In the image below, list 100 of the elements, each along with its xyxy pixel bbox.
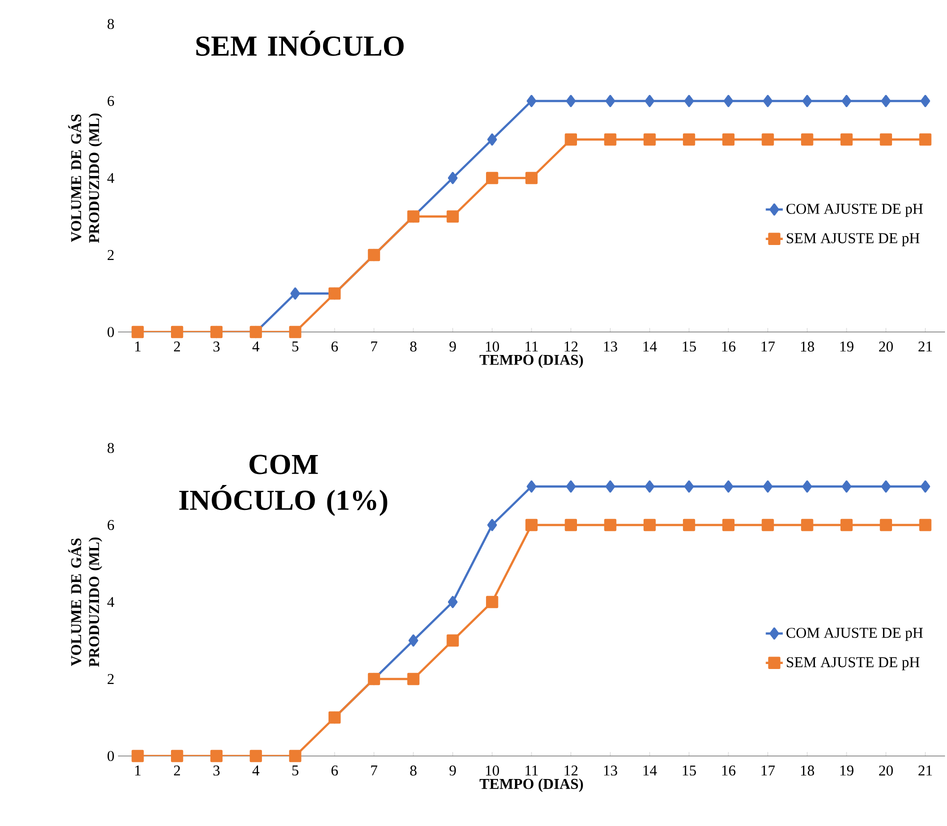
y-tick-label: 8 — [108, 18, 114, 30]
point — [446, 210, 459, 223]
x-tick-label: 18 — [801, 766, 814, 776]
legend-label: COM AJUSTE DE pH — [786, 204, 923, 217]
legend-label: SEM AJUSTE DE pH — [786, 657, 920, 670]
x-tick-label: 6 — [332, 342, 338, 352]
x-tick-label: 13 — [604, 342, 618, 352]
point — [762, 133, 774, 146]
point — [644, 518, 656, 532]
chart-title: SEM INÓCULO — [196, 30, 404, 56]
point — [564, 133, 577, 146]
point — [566, 480, 576, 493]
y-axis-title: VOLUME DE GÁS PRODUZIDO (ML) — [68, 114, 102, 243]
point — [684, 480, 694, 493]
legend-label: SEM AJUSTE DE pH — [786, 233, 920, 246]
point — [526, 480, 536, 493]
y-tick-label: 0 — [108, 750, 114, 762]
x-tick-label: 20 — [879, 766, 893, 776]
x-tick-label: 16 — [722, 766, 736, 776]
text: COM INÓCULO (1%) — [179, 454, 388, 516]
x-tick-label: 4 — [252, 766, 260, 776]
y-tick-label: 0 — [108, 326, 114, 338]
x-tick-label: 9 — [449, 342, 456, 352]
point — [605, 94, 616, 108]
x-tick-label: 5 — [292, 766, 298, 776]
x-tick-label: 15 — [682, 766, 696, 776]
x-tick-label: 7 — [371, 342, 378, 352]
x-tick-label: 3 — [213, 342, 220, 352]
point — [644, 94, 654, 108]
x-tick-label: 16 — [722, 342, 736, 352]
point — [920, 480, 930, 493]
point — [486, 596, 498, 608]
point — [525, 518, 538, 532]
x-tick-label: 12 — [564, 766, 578, 776]
x-tick-label: 5 — [292, 342, 298, 352]
point — [289, 750, 302, 762]
point — [842, 94, 852, 108]
point — [682, 133, 696, 146]
point — [762, 480, 773, 493]
point — [289, 326, 302, 338]
point — [132, 326, 144, 338]
y-tick-label: 4 — [107, 173, 114, 183]
x-tick-label: 7 — [371, 766, 378, 776]
point — [880, 518, 892, 532]
x-tick-label: 14 — [643, 342, 657, 352]
point — [801, 133, 814, 146]
y-tick-label: 2 — [108, 250, 114, 260]
point — [446, 634, 459, 647]
x-tick-label: 11 — [526, 766, 538, 776]
point — [881, 94, 891, 108]
x-tick-label: 4 — [252, 342, 260, 352]
point — [170, 326, 184, 338]
point — [487, 133, 497, 146]
point — [842, 480, 852, 493]
legend-label: COM AJUSTE DE pH — [786, 628, 923, 641]
point — [802, 94, 812, 108]
x-axis-title: TEMPO (DIAS) — [480, 354, 583, 368]
y-tick-label: 2 — [108, 674, 114, 684]
point — [170, 750, 184, 762]
point — [448, 172, 458, 184]
point — [566, 94, 576, 108]
point — [487, 518, 497, 532]
point — [722, 518, 735, 532]
x-tick-label: 19 — [840, 342, 854, 352]
point — [724, 94, 734, 108]
point — [604, 518, 616, 532]
y-tick-label: 4 — [107, 597, 114, 607]
x-tick-label: 8 — [410, 342, 417, 352]
x-tick-label: 1 — [135, 342, 141, 352]
point — [408, 634, 418, 647]
x-tick-label: 17 — [762, 342, 775, 352]
x-tick-label: 21 — [918, 766, 932, 776]
x-tick-label: 20 — [879, 342, 893, 352]
point — [486, 172, 498, 184]
x-tick-label: 18 — [801, 342, 814, 352]
point — [684, 94, 694, 108]
x-tick-label: 21 — [918, 342, 932, 352]
x-tick-label: 2 — [174, 342, 180, 352]
x-tick-label: 1 — [135, 766, 141, 776]
x-tick-label: 9 — [449, 766, 456, 776]
point — [682, 518, 696, 532]
point — [605, 480, 616, 493]
point — [840, 518, 853, 532]
point — [762, 518, 774, 532]
y-axis-title: VOLUME DE GÁS PRODUZIDO (ML) — [68, 538, 102, 667]
point — [250, 750, 262, 762]
x-tick-label: 17 — [762, 766, 775, 776]
point — [722, 133, 735, 146]
point — [802, 480, 812, 493]
point — [644, 133, 656, 146]
x-tick-label: 19 — [840, 766, 854, 776]
y-tick-label: 6 — [108, 520, 114, 530]
point — [290, 287, 300, 300]
point — [880, 133, 892, 146]
point — [604, 133, 616, 146]
x-tick-label: 6 — [332, 766, 338, 776]
x-tick-label: 15 — [682, 342, 696, 352]
x-axis-title: TEMPO (DIAS) — [480, 778, 583, 792]
point — [407, 672, 420, 686]
x-tick-label: 13 — [604, 766, 618, 776]
